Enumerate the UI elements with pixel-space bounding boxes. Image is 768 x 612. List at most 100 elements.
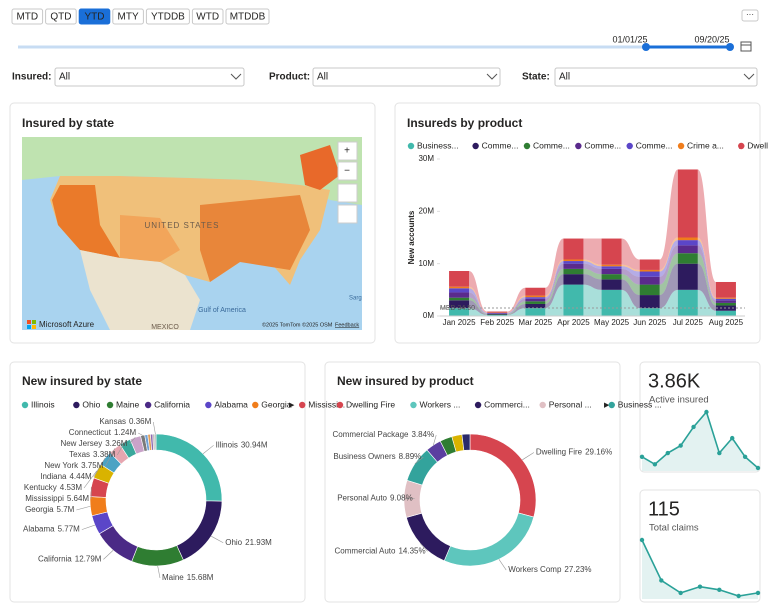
ribbon-bar[interactable] bbox=[563, 261, 584, 264]
ribbon-bar[interactable] bbox=[639, 276, 660, 285]
ribbon bbox=[659, 253, 678, 296]
period-button[interactable] bbox=[78, 8, 111, 25]
ribbon-bar[interactable] bbox=[601, 238, 622, 265]
ribbon-bar[interactable] bbox=[525, 298, 546, 302]
dropdown-chevron bbox=[743, 73, 755, 80]
tilt-button[interactable] bbox=[337, 183, 358, 203]
period-button[interactable] bbox=[112, 8, 144, 25]
ribbon-bar[interactable] bbox=[639, 295, 660, 309]
period-button[interactable] bbox=[45, 8, 77, 25]
ribbon bbox=[469, 286, 488, 313]
ribbon-bar[interactable] bbox=[677, 240, 698, 246]
ribbon-bar[interactable] bbox=[715, 298, 736, 301]
map-feedback[interactable]: Feedback bbox=[335, 322, 359, 328]
ribbon-bar[interactable] bbox=[487, 314, 508, 315]
ribbon-bar[interactable] bbox=[715, 297, 736, 299]
ribbon bbox=[545, 259, 564, 298]
legend-label: Comme... bbox=[482, 140, 519, 150]
x-tick-label: Mar 2025 bbox=[518, 318, 552, 327]
ribbon-bar[interactable] bbox=[639, 284, 660, 296]
ribbon-bar[interactable] bbox=[487, 314, 508, 316]
zoom-icon: + bbox=[344, 146, 350, 157]
leader-line bbox=[202, 445, 214, 454]
ribbon-bar[interactable] bbox=[677, 263, 698, 290]
leader-line bbox=[105, 448, 116, 467]
legend-label: Comme... bbox=[533, 140, 570, 150]
brand-logo bbox=[32, 320, 36, 324]
ribbon-bar[interactable] bbox=[487, 313, 508, 314]
period-label: MTDDB bbox=[230, 12, 266, 23]
ribbon-bar[interactable] bbox=[449, 286, 470, 289]
ribbon-bar[interactable] bbox=[677, 237, 698, 241]
period-button[interactable] bbox=[145, 8, 190, 25]
ribbon-bar[interactable] bbox=[563, 284, 584, 316]
slider-handle[interactable] bbox=[642, 43, 650, 51]
ribbon-bar[interactable] bbox=[449, 270, 470, 287]
donut-slice[interactable] bbox=[461, 433, 471, 451]
ribbon-bar[interactable] bbox=[601, 289, 622, 316]
compass-button[interactable] bbox=[337, 204, 358, 224]
ribbon-bar[interactable] bbox=[487, 313, 508, 315]
slice-value: 4.44M bbox=[69, 472, 92, 481]
ribbon-bar[interactable] bbox=[449, 308, 470, 316]
ribbon-bar[interactable] bbox=[715, 281, 736, 298]
ribbon-bar[interactable] bbox=[677, 169, 698, 238]
ribbon-bar[interactable] bbox=[639, 269, 660, 272]
zoom-in[interactable] bbox=[337, 141, 358, 161]
donut-slice[interactable] bbox=[89, 496, 108, 517]
map[interactable]: + − UNITED STATES Gulf of America MEXICO… bbox=[22, 137, 362, 331]
ribbon-bar[interactable] bbox=[525, 308, 546, 316]
ribbon-bar[interactable] bbox=[487, 312, 508, 314]
ribbon-bar[interactable] bbox=[677, 253, 698, 264]
ribbon-bar[interactable] bbox=[563, 274, 584, 285]
period-button[interactable] bbox=[225, 8, 270, 25]
slice-label: Kansas 0.36M bbox=[99, 417, 151, 426]
ribbon-bar[interactable] bbox=[715, 310, 736, 316]
ribbon-bar[interactable] bbox=[525, 287, 546, 296]
ribbon-bar[interactable] bbox=[677, 289, 698, 316]
y-axis-title: New accounts bbox=[407, 210, 416, 264]
card-title: Insureds by product bbox=[407, 116, 522, 130]
period-button[interactable] bbox=[191, 8, 224, 25]
filter-dropdown[interactable] bbox=[54, 67, 245, 87]
ribbon-bar[interactable] bbox=[449, 292, 470, 298]
donut-slice[interactable] bbox=[154, 433, 157, 451]
ribbon-bar[interactable] bbox=[449, 297, 470, 301]
ribbon-bar[interactable] bbox=[715, 302, 736, 306]
ribbon-bar[interactable] bbox=[715, 300, 736, 303]
ribbon-bar[interactable] bbox=[563, 259, 584, 262]
ribbon-bar[interactable] bbox=[601, 264, 622, 267]
legend-next[interactable]: ▶ bbox=[289, 402, 295, 409]
ribbon-bar[interactable] bbox=[639, 308, 660, 316]
period-button[interactable] bbox=[11, 8, 44, 25]
ribbon bbox=[583, 274, 602, 290]
ribbon-bar[interactable] bbox=[601, 274, 622, 280]
zoom-out[interactable] bbox=[337, 161, 358, 181]
ribbon-bar[interactable] bbox=[449, 288, 470, 293]
ribbon-bar[interactable] bbox=[449, 300, 470, 309]
ribbon-bar[interactable] bbox=[563, 268, 584, 275]
ribbon-bar[interactable] bbox=[525, 297, 546, 299]
filter-dropdown[interactable] bbox=[554, 67, 758, 87]
slider-handle[interactable] bbox=[726, 43, 734, 51]
ribbon-bar[interactable] bbox=[525, 303, 546, 309]
ribbon-bar[interactable] bbox=[487, 311, 508, 313]
ribbon-bar[interactable] bbox=[563, 238, 584, 260]
ribbon-bar[interactable] bbox=[525, 301, 546, 304]
legend-label: Commerci... bbox=[484, 399, 530, 409]
ribbon-bar[interactable] bbox=[639, 259, 660, 270]
more-button[interactable] bbox=[741, 9, 759, 22]
legend-marker bbox=[523, 142, 531, 150]
card-title: Insured by state bbox=[22, 116, 114, 130]
ribbon-bar[interactable] bbox=[639, 271, 660, 277]
ribbon-bar[interactable] bbox=[601, 268, 622, 275]
filter-dropdown[interactable] bbox=[312, 67, 501, 87]
ribbon-bar[interactable] bbox=[563, 263, 584, 269]
ribbon-bar[interactable] bbox=[677, 245, 698, 254]
slice-category: Illinois bbox=[216, 440, 238, 449]
calendar-icon[interactable] bbox=[740, 41, 752, 52]
ribbon-bar[interactable] bbox=[525, 295, 546, 298]
ribbon-bar[interactable] bbox=[601, 279, 622, 290]
legend-next[interactable]: ▶ bbox=[604, 402, 610, 409]
ribbon-bar[interactable] bbox=[601, 266, 622, 269]
